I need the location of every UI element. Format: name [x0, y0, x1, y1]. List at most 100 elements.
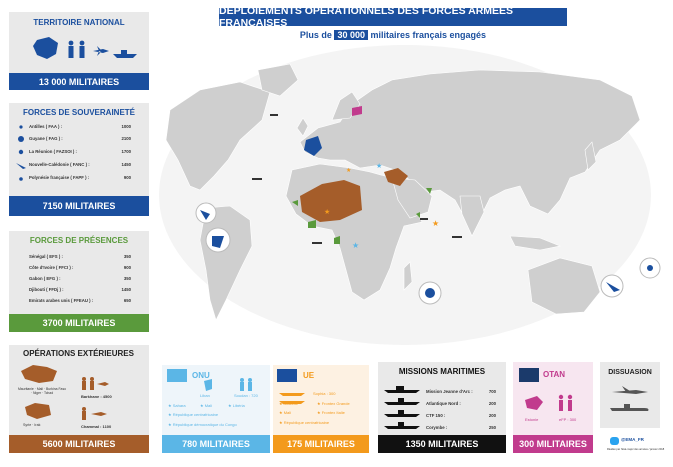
chammal-soldiers-icon [82, 407, 107, 420]
maritime-row: Mission Jeanne d'Arc :700 [426, 389, 496, 394]
maritimes-total: 1350 MILITAIRES [378, 435, 506, 453]
territoire-total: 13 000 MILITAIRES [9, 73, 149, 90]
operations-title: OPÉRATIONS EXTÉRIEURES [23, 349, 134, 358]
barkhane-region-icon [21, 365, 57, 383]
jet-icon [93, 46, 109, 56]
ue-item: Sophia : 300 [313, 391, 336, 396]
gabon-presence [334, 236, 340, 244]
maritime-row: CTF 150 :200 [426, 413, 496, 418]
onu-soudan: Soudan : 720 [234, 393, 258, 398]
credit-handle: @EMA_FR [621, 437, 644, 442]
ue-item: ★ République centrafricaine [279, 420, 330, 425]
maritimes-panel: MISSIONS MARITIMES Mission Jeanne d'Arc … [378, 362, 506, 453]
arabia [391, 177, 433, 219]
onu-title: ONU [192, 371, 210, 380]
presences-row: Sénégal ( EFS ) :350 [29, 254, 131, 259]
twitter-icon [610, 437, 619, 445]
onu-total: 780 MILITAIRES [162, 435, 270, 453]
otan-title: OTAN [543, 370, 566, 379]
onu-panel: ONU Liban Soudan : 720 ★ Sahara ★ Mali ★… [162, 365, 270, 453]
souverainete-title: FORCES DE SOUVERAINETÉ [22, 108, 135, 117]
eurasia [299, 69, 641, 223]
madagascar [403, 261, 413, 291]
presences-row: Gabon ( EFG ) :350 [29, 276, 131, 281]
ue-item: ★ Frontex Grande [317, 401, 350, 406]
ue-star-1: ★ [324, 208, 330, 216]
souverainete-row: Antilles ( FAA ) :1000 [29, 124, 131, 129]
djibouti-presence [416, 212, 420, 218]
onu-item: ★ Mali [200, 403, 213, 408]
north-america [165, 81, 271, 191]
operations-total: 5600 MILITAIRES [9, 435, 149, 453]
ivory-coast-presence [308, 220, 316, 228]
onu-star-1: ★ [352, 241, 359, 250]
chammal-zone [384, 168, 408, 186]
otan-total: 300 MILITAIRES [513, 435, 593, 453]
ue-item: ★ Atalante [279, 401, 299, 406]
onu-item: ★ République centrafricaine [168, 412, 219, 417]
otan-icons [525, 394, 573, 411]
subtitle-suffix: militaires français engagés [370, 30, 487, 40]
subtitle: Plus de 30 000 militaires français engag… [219, 30, 567, 40]
onu-item: ★ République démocratique du Congo [168, 422, 237, 427]
onu-item: ★ Sahara [168, 403, 186, 408]
souverainete-row: Nouvelle-Calédonie ( FANC ) :1450 [29, 162, 131, 167]
otan-efp: eFP : 300 [559, 417, 577, 422]
operations-panel: OPÉRATIONS EXTÉRIEURES Mauritanie · Mali… [9, 345, 149, 453]
presences-total: 3700 MILITAIRES [9, 314, 149, 332]
presences-row: Djibouti ( FFDj ) :1450 [29, 287, 131, 292]
greenland [257, 63, 299, 97]
presences-panel: FORCES DE PRÉSENCES Sénégal ( EFS ) :350… [9, 231, 149, 332]
ue-panel: UE Sophia : 300 ★ Atalante ★ Frontex Gra… [273, 365, 369, 453]
credit-note: Réalisé par l'état-major des armées / ja… [607, 448, 665, 451]
barkhane-region-label: Mauritanie · Mali · Burkina Faso · Niger… [17, 387, 67, 395]
subtitle-prefix: Plus de [299, 30, 332, 40]
uk [296, 117, 309, 137]
india [459, 195, 485, 237]
france-icon [33, 37, 58, 59]
souverainete-row: La Réunion ( FAZSOI ) :1700 [29, 149, 131, 154]
souverainete-total: 7150 MILITAIRES [9, 196, 149, 216]
souverainete-row: Guyane ( FAG ) :2100 [29, 136, 131, 141]
maritime-row: Atlantique Nord :200 [426, 401, 496, 406]
otan-estonie: Estonie [525, 417, 539, 422]
ue-total: 175 MILITAIRES [273, 435, 369, 453]
onu-icons [204, 378, 252, 391]
souverainete-panel: FORCES DE SOUVERAINETÉ Antilles ( FAA ) … [9, 103, 149, 216]
maritimes-title: MISSIONS MARITIMES [398, 367, 486, 376]
presences-row: Emirats arabes unis ( FFEAU ) :650 [29, 298, 131, 303]
territoire-panel: TERRITOIRE NATIONAL 13 000 MILITAIRES [9, 12, 149, 90]
ue-item: ★ Frontex Italie [317, 410, 345, 415]
ship-icons [252, 114, 462, 244]
nato-logo-icon [519, 368, 539, 382]
ship-icon [113, 50, 137, 58]
ue-star-3: ★ [346, 167, 351, 174]
barkhane-soldiers-icon [82, 377, 109, 390]
syria-iraq-icon [25, 403, 51, 419]
un-logo-icon [167, 369, 187, 382]
ue-item: ★ Mali [279, 410, 292, 415]
syria-iraq-label: Syrie · Irak [23, 423, 41, 427]
warship-icons [384, 386, 420, 429]
indonesia [509, 235, 562, 251]
continents [165, 63, 641, 321]
eu-flag-icon [277, 369, 297, 382]
ue-ship-icons [279, 393, 305, 404]
maritime-row: Corymbe :250 [426, 425, 496, 430]
barkhane-zone [300, 180, 362, 222]
onu-star-2: ★ [376, 162, 382, 170]
japan [584, 141, 597, 171]
ue-title: UE [303, 371, 315, 380]
otan-panel: OTAN Estonie eFP : 300 300 MILITAIRES [513, 362, 593, 453]
ue-star-2: ★ [432, 219, 439, 228]
estonia-map [352, 106, 362, 116]
soldiers-icon [68, 40, 85, 58]
presences-title: FORCES DE PRÉSENCES [29, 236, 129, 245]
onu-item: ★ Libéria [228, 403, 245, 408]
presences-row: Côte d'Ivoire ( FFCI ) :900 [29, 265, 131, 270]
chammal-label: Chammal : 1100 [81, 424, 112, 429]
dissuasion-panel: DISSUASION [600, 362, 660, 428]
subtitle-number: 30 000 [334, 30, 368, 40]
france-map [304, 136, 322, 156]
